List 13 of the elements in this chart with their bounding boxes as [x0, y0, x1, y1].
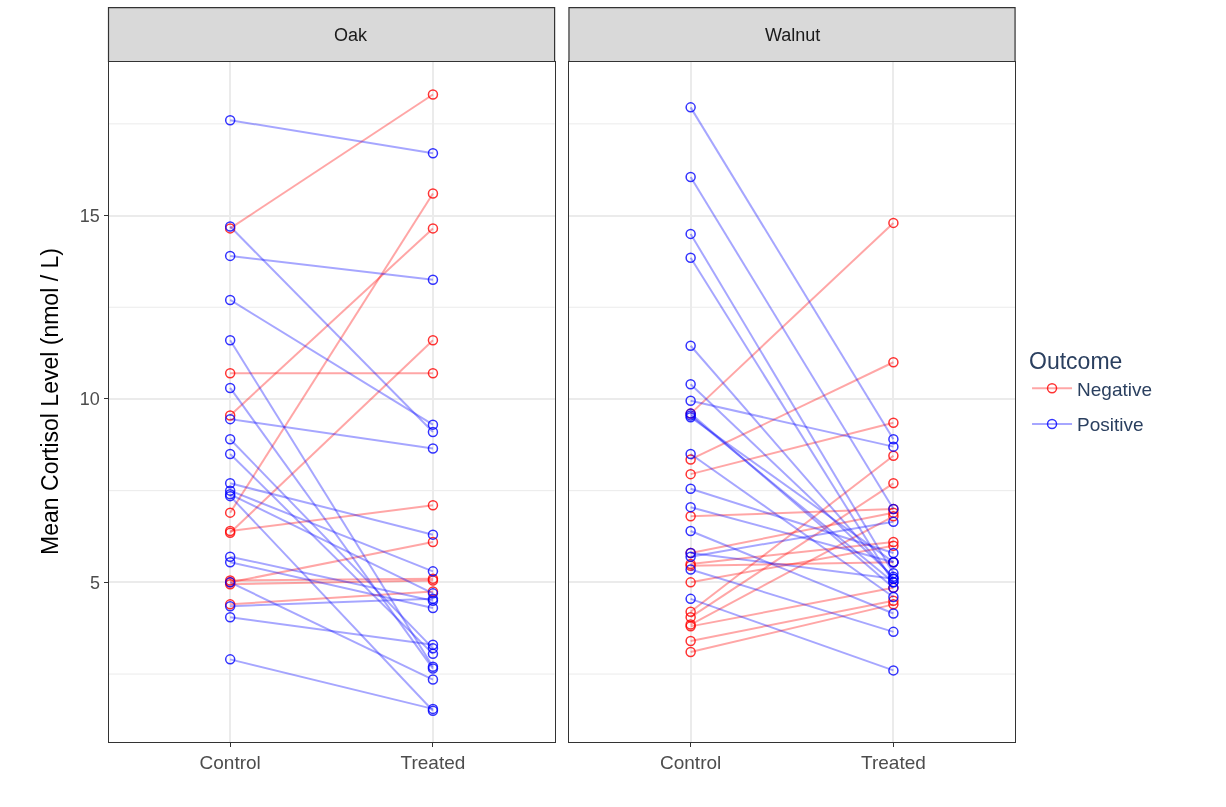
legend-label: Positive — [1077, 414, 1144, 436]
chart-title: Oak — [334, 25, 369, 45]
y-tick-label: 5 — [89, 572, 100, 593]
x-tick-label: Control — [199, 752, 261, 774]
y-axis-title: Mean Cortisol Level (nmol / L) — [37, 248, 64, 555]
x-tick-label: Treated — [861, 752, 926, 774]
legend-label: Negative — [1077, 378, 1153, 400]
y-tick-label: 10 — [79, 389, 100, 410]
legend-title: Outcome — [1029, 348, 1123, 375]
y-tick-label: 15 — [79, 205, 100, 226]
x-tick-label: Treated — [400, 752, 466, 774]
chart-title: Walnut — [765, 25, 821, 45]
x-tick-label: Control — [660, 752, 722, 774]
